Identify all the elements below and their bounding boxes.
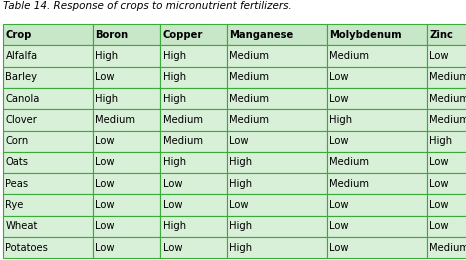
Text: Oats: Oats <box>6 158 28 167</box>
Text: Medium: Medium <box>329 51 370 61</box>
Text: Low: Low <box>96 179 115 189</box>
Text: High: High <box>163 51 185 61</box>
Text: Medium: Medium <box>229 72 269 82</box>
Text: Medium: Medium <box>229 94 269 103</box>
Text: Rye: Rye <box>6 200 24 210</box>
Text: Low: Low <box>329 221 349 231</box>
Text: High: High <box>329 115 353 125</box>
Text: Medium: Medium <box>163 115 203 125</box>
Text: High: High <box>163 158 185 167</box>
Text: Wheat: Wheat <box>6 221 38 231</box>
Text: Low: Low <box>96 158 115 167</box>
Text: High: High <box>96 94 119 103</box>
Text: Medium: Medium <box>229 115 269 125</box>
Text: Medium: Medium <box>430 243 466 253</box>
Text: Low: Low <box>329 200 349 210</box>
Text: Potatoes: Potatoes <box>6 243 48 253</box>
Text: Low: Low <box>329 136 349 146</box>
Text: High: High <box>229 243 253 253</box>
Text: Copper: Copper <box>163 30 203 40</box>
Text: Low: Low <box>430 221 449 231</box>
Text: Molybdenum: Molybdenum <box>329 30 402 40</box>
Text: High: High <box>430 136 452 146</box>
Text: Low: Low <box>96 221 115 231</box>
Text: Low: Low <box>329 94 349 103</box>
Text: Medium: Medium <box>430 72 466 82</box>
Text: High: High <box>163 72 185 82</box>
Text: Manganese: Manganese <box>229 30 294 40</box>
Text: Clover: Clover <box>6 115 37 125</box>
Text: Low: Low <box>163 243 182 253</box>
Text: Low: Low <box>163 179 182 189</box>
Text: Low: Low <box>430 158 449 167</box>
Text: Low: Low <box>163 200 182 210</box>
Text: Low: Low <box>96 72 115 82</box>
Text: Low: Low <box>229 200 249 210</box>
Text: High: High <box>229 221 253 231</box>
Text: Low: Low <box>430 51 449 61</box>
Text: Low: Low <box>96 136 115 146</box>
Text: Medium: Medium <box>329 158 370 167</box>
Text: High: High <box>229 158 253 167</box>
Text: High: High <box>163 94 185 103</box>
Text: Zinc: Zinc <box>430 30 453 40</box>
Text: Medium: Medium <box>430 115 466 125</box>
Text: Canola: Canola <box>6 94 40 103</box>
Text: Medium: Medium <box>329 179 370 189</box>
Text: Low: Low <box>96 243 115 253</box>
Text: Low: Low <box>229 136 249 146</box>
Text: Low: Low <box>329 72 349 82</box>
Text: Low: Low <box>430 200 449 210</box>
Text: Low: Low <box>329 243 349 253</box>
Text: Medium: Medium <box>163 136 203 146</box>
Text: Medium: Medium <box>430 94 466 103</box>
Text: Corn: Corn <box>6 136 29 146</box>
Text: Crop: Crop <box>6 30 32 40</box>
Text: Boron: Boron <box>96 30 129 40</box>
Text: Peas: Peas <box>6 179 28 189</box>
Text: Barley: Barley <box>6 72 37 82</box>
Text: High: High <box>229 179 253 189</box>
Text: Low: Low <box>96 200 115 210</box>
Text: High: High <box>96 51 119 61</box>
Text: Medium: Medium <box>96 115 136 125</box>
Text: High: High <box>163 221 185 231</box>
Text: Alfalfa: Alfalfa <box>6 51 38 61</box>
Text: Low: Low <box>430 179 449 189</box>
Text: Table 14. Response of crops to micronutrient fertilizers.: Table 14. Response of crops to micronutr… <box>3 1 292 11</box>
Text: Medium: Medium <box>229 51 269 61</box>
